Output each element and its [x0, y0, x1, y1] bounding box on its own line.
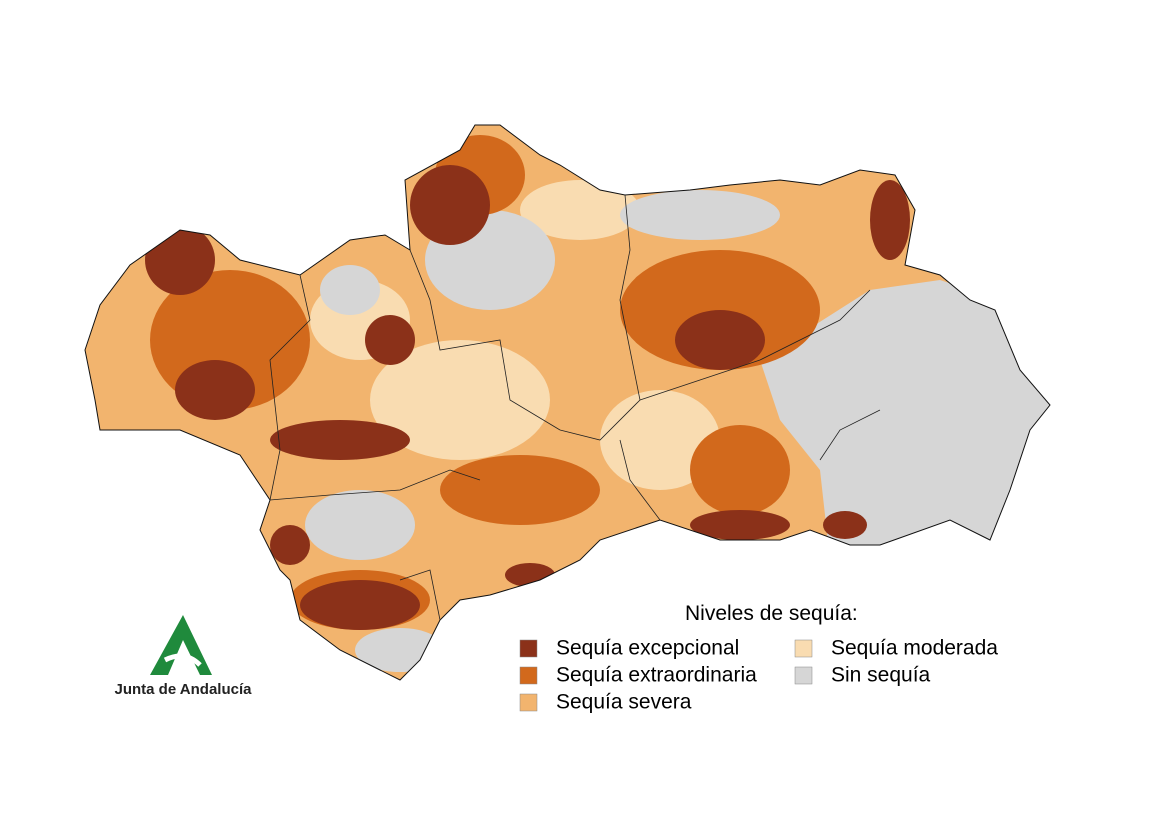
region-fill — [355, 628, 445, 672]
legend-label: Sin sequía — [831, 664, 931, 687]
region-fill — [760, 280, 1050, 560]
region-fill — [175, 360, 255, 420]
legend-swatch — [794, 639, 813, 658]
logo: Junta de Andalucía — [115, 615, 253, 698]
region-fill — [823, 511, 867, 539]
region-fill — [305, 490, 415, 560]
region-fill — [440, 455, 600, 525]
logo-mark — [163, 653, 202, 667]
region-fill — [270, 525, 310, 565]
region-fill — [410, 165, 490, 245]
region-fill — [690, 425, 790, 515]
region-fill — [620, 190, 780, 240]
region-fill — [270, 420, 410, 460]
region-fill — [675, 310, 765, 370]
legend-title: Niveles de sequía: — [685, 602, 858, 625]
logo-mark — [150, 615, 212, 675]
legend-label: Sequía severa — [556, 691, 692, 714]
legend-label: Sequía excepcional — [556, 637, 739, 660]
region-fill — [365, 315, 415, 365]
region-outline — [84, 124, 1051, 681]
region-fill — [600, 390, 720, 490]
legend-swatch — [519, 666, 538, 685]
region-fill — [320, 265, 380, 315]
region-fill — [870, 180, 910, 260]
drought-map — [85, 125, 1050, 680]
legend-swatch — [794, 666, 813, 685]
region-fill — [300, 580, 420, 630]
region-fill — [520, 180, 640, 240]
region-fill — [690, 510, 790, 540]
province-borders — [269, 194, 881, 621]
legend-label: Sequía moderada — [831, 637, 998, 660]
legend-swatch — [519, 693, 538, 712]
region-fill — [145, 225, 215, 295]
legend-label: Sequía extraordinaria — [556, 664, 757, 687]
logo-text: Junta de Andalucía — [115, 681, 253, 698]
legend-swatch — [519, 639, 538, 658]
legend: Sequía excepcional Sequía extraordinaria S… — [519, 637, 998, 714]
